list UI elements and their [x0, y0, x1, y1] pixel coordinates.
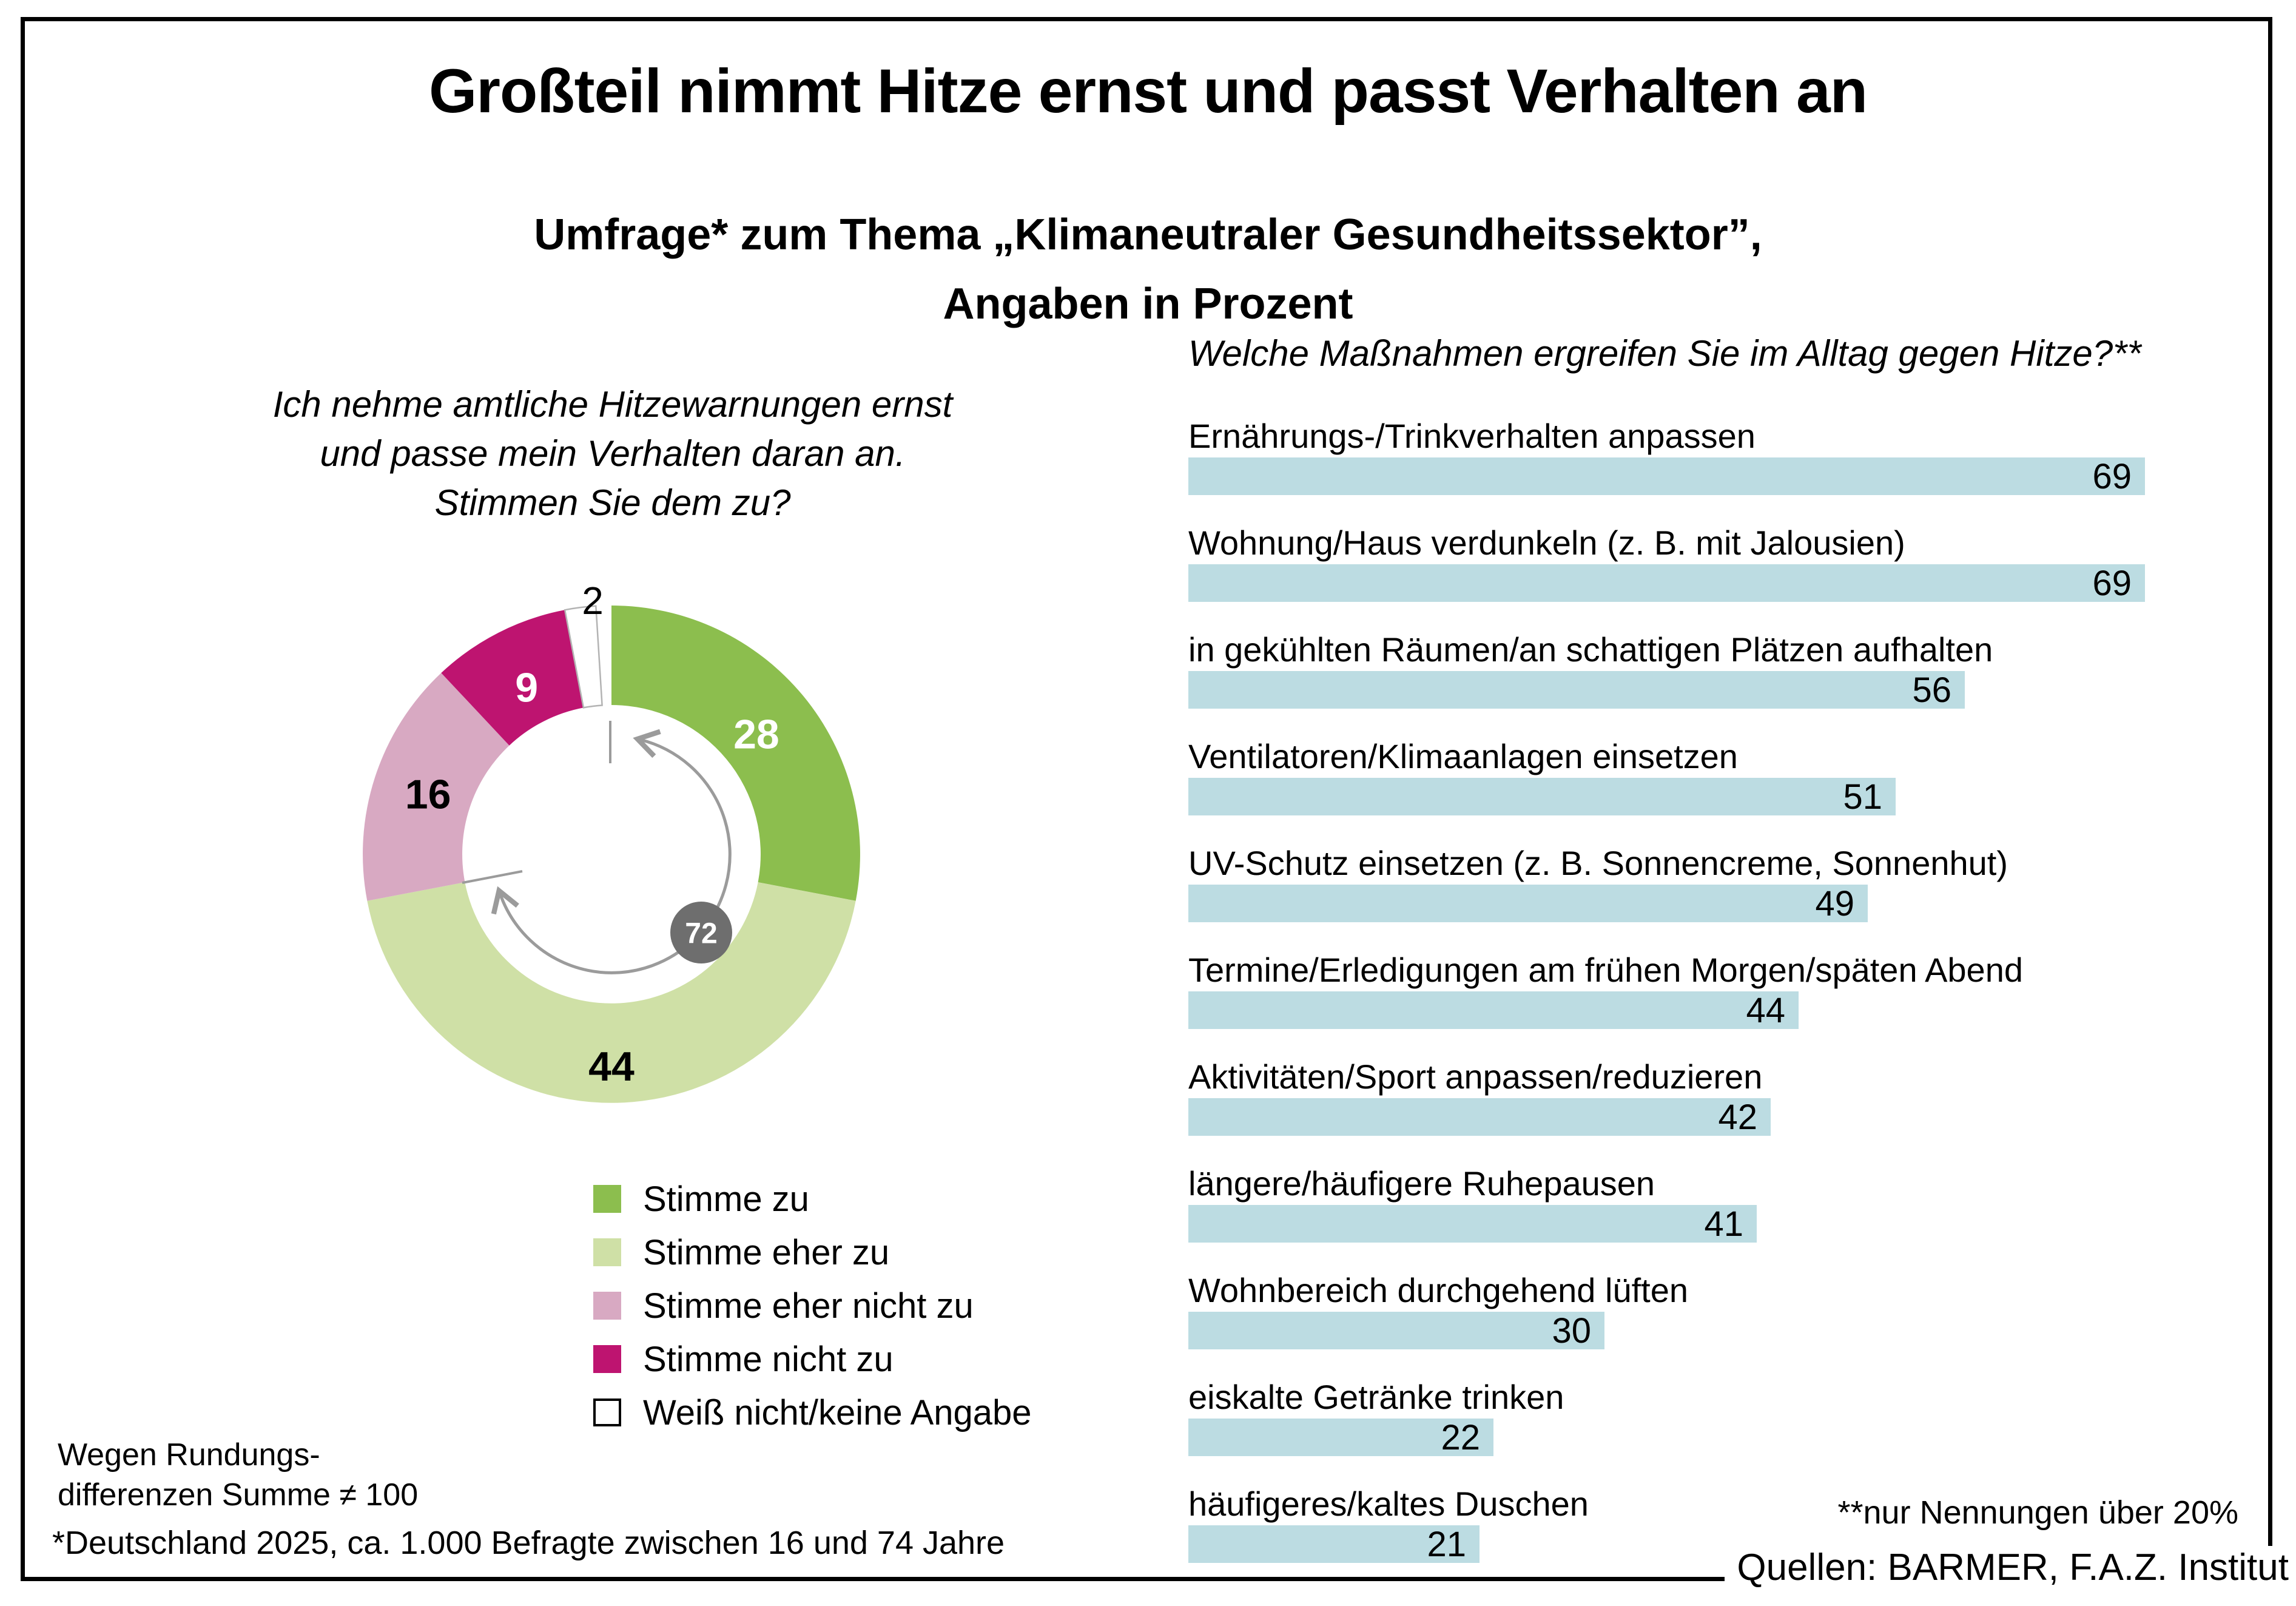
bar-label: Ventilatoren/Klimaanlagen einsetzen: [1188, 737, 1738, 775]
bar-row: Aktivitäten/Sport anpassen/reduzieren 42: [1188, 1058, 2274, 1165]
bar-label: Ernährungs-/Trinkverhalten anpassen: [1188, 417, 1756, 455]
bar-label: UV-Schutz einsetzen (z. B. Sonnencreme, …: [1188, 844, 2008, 882]
donut-slice-value: 44: [588, 1044, 635, 1090]
bar-row: Termine/Erledigungen am frühen Morgen/sp…: [1188, 951, 2274, 1058]
bar-value: 69: [2092, 563, 2132, 603]
bar-rect: 69: [1188, 456, 2145, 496]
donut-badge: [670, 902, 732, 963]
page-title: Großteil nimmt Hitze ernst und passt Ver…: [428, 56, 1868, 126]
bar-chart: Ernährungs-/Trinkverhalten anpassen 69 Woh…: [1188, 417, 2274, 1592]
sources-credit: Quellen: BARMER, F.A.Z. Institut: [1725, 1546, 2289, 1589]
bar-rect: 56: [1188, 670, 1965, 710]
bar-value: 21: [1427, 1524, 1466, 1564]
bar-row: längere/häufigere Ruhepausen 41: [1188, 1165, 2274, 1272]
bar-value: 44: [1746, 990, 1785, 1030]
donut-question: Ich nehme amtliche Hitzewarnungen ernst …: [152, 380, 1074, 527]
legend-swatch: [593, 1238, 621, 1266]
legend-swatch: [593, 1399, 621, 1426]
donut-slice: [363, 673, 510, 901]
page-subtitle: Umfrage* zum Thema „Klimaneutraler Gesun…: [0, 200, 2296, 339]
bar-rect: 44: [1188, 990, 1799, 1030]
bar-label: Aktivitäten/Sport anpassen/reduzieren: [1188, 1058, 1763, 1096]
frame-left: [21, 17, 25, 1581]
bar-row: Wohnbereich durchgehend lüften 30: [1188, 1272, 2274, 1378]
bar-label: in gekühlten Räumen/an schattigen Plätze…: [1188, 630, 1993, 669]
bar-rect: 21: [1188, 1524, 1480, 1564]
bar-value: 51: [1843, 777, 1882, 817]
legend-item: Stimme nicht zu: [593, 1332, 1032, 1386]
bar-value: 42: [1718, 1097, 1757, 1137]
frame-bottom: [21, 1577, 1747, 1581]
subtitle-line-2: Angaben in Prozent: [943, 280, 1353, 328]
bar-label: häufigeres/kaltes Duschen: [1188, 1485, 1589, 1523]
bar-chart-footnote: **nur Nennungen über 20%: [1837, 1494, 2239, 1531]
donut-slice-value: 16: [405, 772, 451, 818]
donut-slice: [564, 605, 603, 709]
donut-question-line-1: Ich nehme amtliche Hitzewarnungen ernst: [272, 384, 953, 425]
rounding-note-line-1: Wegen Rundungs-: [58, 1437, 320, 1473]
bar-row: in gekühlten Räumen/an schattigen Plätze…: [1188, 631, 2274, 738]
legend-label: Weiß nicht/keine Angabe: [643, 1392, 1032, 1432]
bar-rect: 51: [1188, 777, 1896, 817]
legend-item: Stimme zu: [593, 1172, 1032, 1226]
subtitle-line-1: Umfrage* zum Thema „Klimaneutraler Gesun…: [534, 211, 1762, 259]
rounding-note-line-2: differenzen Summe ≠ 100: [58, 1477, 419, 1513]
frame-right: [2268, 17, 2272, 1546]
legend: Stimme zu Stimme eher zu Stimme eher nicht…: [593, 1172, 1032, 1439]
sample-footnote: *Deutschland 2025, ca. 1.000 Befragte zw…: [52, 1525, 1005, 1561]
donut-slice-value: 28: [733, 711, 779, 757]
donut-badge-value: 72: [685, 918, 717, 950]
bar-value: 56: [1912, 670, 1951, 710]
donut-slice: [367, 882, 856, 1103]
legend-item: Stimme eher nicht zu: [593, 1279, 1032, 1332]
legend-label: Stimme zu: [643, 1179, 809, 1219]
bar-row: Ernährungs-/Trinkverhalten anpassen 69: [1188, 417, 2274, 524]
legend-label: Stimme eher zu: [643, 1232, 890, 1272]
bar-rect: 69: [1188, 563, 2145, 603]
bar-row: Ventilatoren/Klimaanlagen einsetzen 51: [1188, 738, 2274, 845]
donut-slice-value: 9: [515, 665, 538, 711]
bar-rect: 41: [1188, 1204, 1757, 1244]
bar-label: eiskalte Getränke trinken: [1188, 1378, 1564, 1416]
bar-chart-title: Welche Maßnahmen ergreifen Sie im Alltag…: [1188, 333, 2141, 374]
bar-rect: 30: [1188, 1311, 1604, 1351]
bar-value: 41: [1704, 1204, 1743, 1244]
legend-swatch: [593, 1292, 621, 1320]
donut-slice: [611, 606, 860, 901]
legend-swatch: [593, 1185, 621, 1213]
legend-item: Stimme eher zu: [593, 1226, 1032, 1279]
donut-question-line-2: und passe mein Verhalten daran an.: [320, 433, 906, 474]
bar-value: 30: [1552, 1311, 1591, 1351]
legend-label: Stimme eher nicht zu: [643, 1286, 974, 1326]
donut-chart: 72 28 44 16 9 2: [326, 569, 897, 1139]
bar-label: längere/häufigere Ruhepausen: [1188, 1164, 1655, 1203]
bar-row: Wohnung/Haus verdunkeln (z. B. mit Jalou…: [1188, 524, 2274, 631]
bar-rect: 22: [1188, 1417, 1493, 1457]
bar-label: Termine/Erledigungen am frühen Morgen/sp…: [1188, 951, 2023, 989]
bar-rect: 49: [1188, 883, 1868, 923]
donut-tick-72: [462, 870, 523, 884]
bar-row: UV-Schutz einsetzen (z. B. Sonnencreme, …: [1188, 845, 2274, 951]
donut-svg: 72 28 44 16 9 2: [363, 579, 860, 1103]
bar-label: Wohnung/Haus verdunkeln (z. B. mit Jalou…: [1188, 524, 1905, 562]
bar-value: 69: [2092, 456, 2132, 496]
bar-row: häufigeres/kaltes Duschen 21: [1188, 1485, 2274, 1592]
legend-swatch: [593, 1345, 621, 1373]
frame-top: [21, 17, 2272, 21]
legend-item: Weiß nicht/keine Angabe: [593, 1386, 1032, 1439]
bar-label: Wohnbereich durchgehend lüften: [1188, 1271, 1689, 1309]
bar-rect: 42: [1188, 1097, 1771, 1137]
donut-question-line-3: Stimmen Sie dem zu?: [434, 482, 791, 523]
legend-label: Stimme nicht zu: [643, 1339, 894, 1379]
bar-row: eiskalte Getränke trinken 22: [1188, 1378, 2274, 1485]
bar-value: 22: [1441, 1417, 1480, 1457]
donut-slice: [441, 610, 584, 746]
bar-value: 49: [1815, 883, 1854, 923]
donut-slice-value-outside: 2: [582, 579, 604, 622]
